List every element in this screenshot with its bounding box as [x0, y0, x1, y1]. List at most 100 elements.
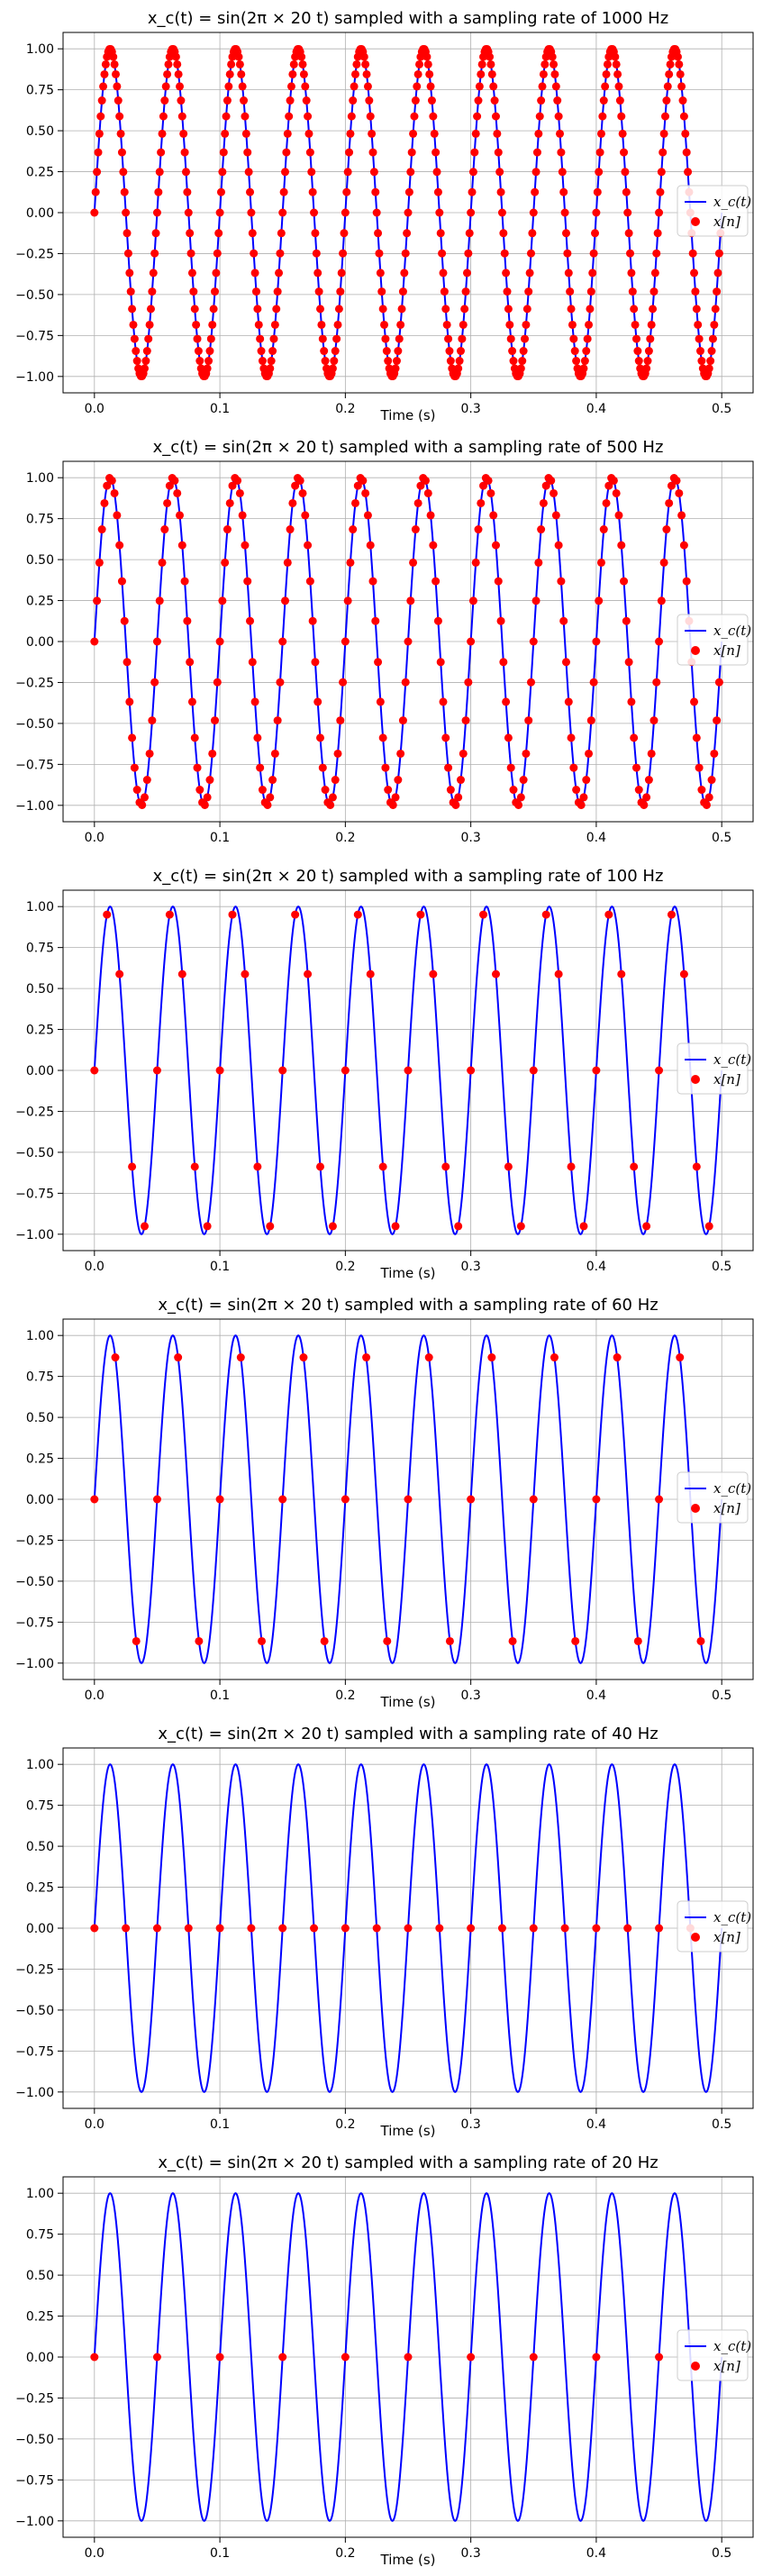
sample-point — [445, 347, 454, 356]
sample-point — [550, 488, 559, 497]
sample-point — [362, 69, 371, 78]
sample-point — [534, 558, 543, 567]
x-tick-label: 0.0 — [85, 1689, 104, 1703]
sample-point — [441, 1162, 450, 1171]
sample-point — [241, 129, 250, 138]
sample-point — [691, 287, 700, 296]
sample-point — [219, 148, 228, 157]
sample-point — [592, 637, 601, 646]
sample-point — [446, 357, 455, 366]
sample-point — [235, 59, 244, 68]
sample-point — [383, 1636, 392, 1645]
sample-point — [392, 357, 401, 366]
sample-point — [624, 229, 633, 238]
sample-point — [650, 269, 659, 278]
sample-point — [125, 697, 134, 706]
sample-point — [662, 96, 671, 105]
sample-point — [328, 364, 337, 373]
sample-point — [193, 334, 202, 343]
sample-point — [211, 716, 220, 725]
sample-point — [704, 364, 713, 373]
sample-point — [539, 69, 548, 78]
sample-point — [366, 969, 375, 979]
sample-point — [508, 347, 517, 356]
sample-point — [630, 1162, 639, 1171]
sample-point — [223, 96, 232, 105]
sample-point — [652, 249, 661, 258]
sample-point — [298, 488, 307, 497]
sample-point — [633, 1636, 642, 1645]
sample-point — [286, 82, 295, 91]
sample-point — [369, 168, 378, 177]
sample-point — [268, 776, 277, 785]
sample-point — [243, 577, 252, 586]
sample-point — [177, 96, 186, 105]
y-tick-label: −0.50 — [15, 1146, 54, 1161]
sample-point — [368, 577, 377, 586]
x-tick-label: 0.3 — [461, 2546, 481, 2561]
sample-point — [615, 96, 624, 105]
sample-point — [592, 1495, 601, 1504]
sample-point — [695, 334, 704, 343]
sample-point — [305, 148, 314, 157]
sample-point — [596, 558, 605, 567]
sample-point — [234, 52, 243, 61]
sample-point — [381, 334, 390, 343]
sample-point — [236, 1353, 245, 1362]
y-tick-label: 0.00 — [26, 2351, 54, 2365]
sample-point — [170, 476, 179, 485]
sample-point — [95, 129, 104, 138]
sample-point — [90, 1066, 99, 1075]
chart-title: x_c(t) = sin(2π × 20 t) sampled with a s… — [158, 1725, 658, 1743]
sample-point — [401, 249, 410, 258]
chart-panel-5: x_c(t) = sin(2π × 20 t) sampled with a s… — [15, 1725, 754, 2139]
sample-point — [99, 82, 108, 91]
sample-point — [353, 910, 362, 919]
sample-point — [308, 616, 317, 625]
sample-point — [439, 269, 448, 278]
sample-point — [281, 168, 290, 177]
sample-point — [631, 334, 640, 343]
sample-point — [90, 637, 99, 646]
sample-point — [186, 658, 195, 667]
sample-point — [521, 334, 530, 343]
sample-point — [278, 1066, 287, 1075]
sample-point — [275, 269, 284, 278]
y-tick-label: 0.75 — [26, 1799, 54, 1814]
sample-point — [550, 1353, 559, 1362]
sample-point — [497, 208, 506, 217]
y-tick-label: 0.50 — [26, 1840, 54, 1854]
x-tick-label: 0.0 — [85, 402, 104, 416]
sample-point — [404, 637, 413, 646]
sample-point — [238, 82, 247, 91]
sample-point — [416, 481, 425, 490]
x-tick-label: 0.0 — [85, 831, 104, 845]
sample-point — [617, 969, 626, 979]
sample-point — [704, 1222, 713, 1231]
sample-point — [706, 357, 715, 366]
sample-point — [656, 187, 665, 196]
x-tick-label: 0.0 — [85, 2546, 104, 2561]
legend-marker-swatch — [691, 2362, 700, 2371]
sample-point — [111, 69, 120, 78]
sample-point — [214, 229, 223, 238]
sample-point — [568, 320, 577, 329]
sample-point — [461, 716, 470, 725]
sample-point — [223, 525, 232, 534]
sample-point — [187, 697, 196, 706]
sample-point — [397, 305, 406, 314]
y-tick-label: −1.00 — [15, 1228, 54, 1242]
sample-point — [165, 910, 174, 919]
sample-point — [696, 347, 705, 356]
y-tick-label: −0.50 — [15, 1575, 54, 1589]
y-tick-label: −0.25 — [15, 676, 54, 690]
sample-point — [431, 148, 441, 157]
sample-point — [551, 82, 560, 91]
sample-points — [90, 2353, 664, 2362]
sample-point — [612, 59, 621, 68]
sample-point — [425, 69, 434, 78]
sample-point — [529, 1066, 538, 1075]
sample-point — [572, 357, 581, 366]
sample-point — [682, 577, 691, 586]
axes-frame — [62, 460, 754, 823]
